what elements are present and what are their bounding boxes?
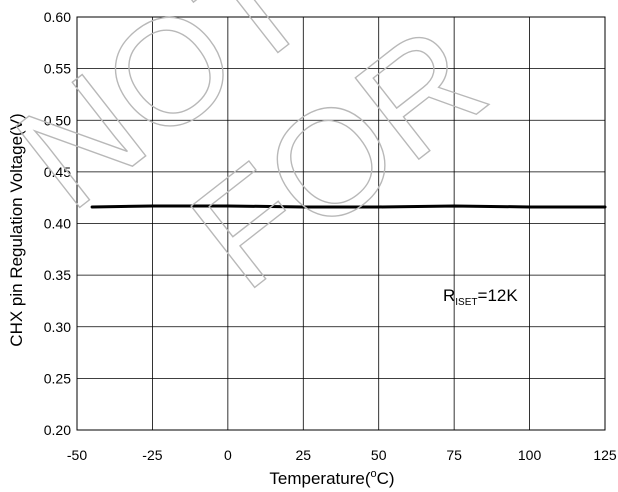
- series-line-0: [90, 204, 607, 209]
- x-tick-label: 75: [446, 447, 462, 463]
- plot-frame: [76, 16, 606, 431]
- y-tick-label: 0.25: [44, 370, 71, 386]
- x-tick-label: 0: [224, 447, 232, 463]
- x-axis-label: Temperature(oC): [269, 468, 394, 488]
- y-tick-labels: 0.20 0.25 0.30 0.35 0.40 0.45 0.50 0.55 0.60: [44, 9, 71, 438]
- x-tick-label: -25: [142, 447, 162, 463]
- y-tick-label: 0.55: [44, 61, 71, 77]
- x-tick-label: 125: [593, 447, 617, 463]
- y-tick-label: 0.20: [44, 422, 71, 438]
- y-tick-label: 0.45: [44, 164, 71, 180]
- r-iset-annotation: RISET=12K: [443, 286, 518, 308]
- x-tick-label: 25: [295, 447, 311, 463]
- y-axis-label: CHX pin Regulation Voltage(V): [7, 113, 26, 346]
- y-tick-label: 0.40: [44, 216, 71, 232]
- series-layer: [90, 204, 607, 209]
- x-tick-labels: -50 -25 0 25 50 75 100 125: [67, 447, 617, 463]
- y-tick-label: 0.60: [44, 9, 71, 25]
- y-tick-label: 0.30: [44, 319, 71, 335]
- y-tick-label: 0.35: [44, 267, 71, 283]
- x-tick-label: -50: [67, 447, 87, 463]
- x-tick-label: 100: [518, 447, 542, 463]
- y-tick-label: 0.50: [44, 112, 71, 128]
- x-tick-label: 50: [371, 447, 387, 463]
